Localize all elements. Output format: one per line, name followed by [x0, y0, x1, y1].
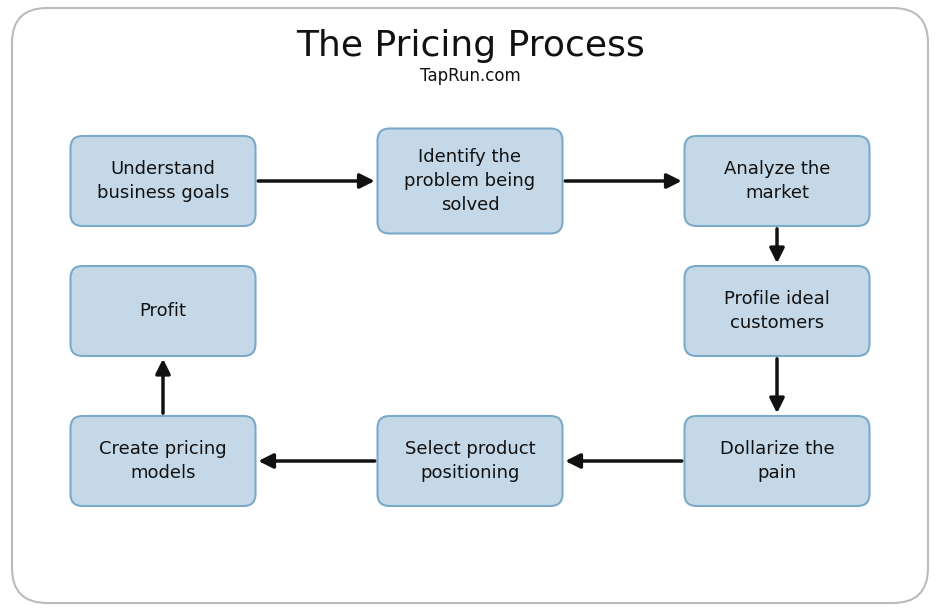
FancyBboxPatch shape: [12, 8, 928, 603]
Text: TapRun.com: TapRun.com: [419, 67, 521, 85]
FancyBboxPatch shape: [378, 416, 562, 506]
Text: Dollarize the
pain: Dollarize the pain: [720, 440, 835, 482]
FancyBboxPatch shape: [70, 416, 256, 506]
FancyBboxPatch shape: [70, 266, 256, 356]
Text: Profile ideal
customers: Profile ideal customers: [724, 290, 830, 332]
Text: Create pricing
models: Create pricing models: [100, 440, 227, 482]
Text: Understand
business goals: Understand business goals: [97, 160, 229, 202]
FancyBboxPatch shape: [684, 416, 870, 506]
Text: Analyze the
market: Analyze the market: [724, 160, 830, 202]
Text: Identify the
problem being
solved: Identify the problem being solved: [404, 148, 536, 214]
FancyBboxPatch shape: [70, 136, 256, 226]
Text: Select product
positioning: Select product positioning: [405, 440, 535, 482]
FancyBboxPatch shape: [378, 128, 562, 233]
Text: The Pricing Process: The Pricing Process: [295, 29, 645, 63]
FancyBboxPatch shape: [684, 136, 870, 226]
FancyBboxPatch shape: [684, 266, 870, 356]
Text: Profit: Profit: [139, 302, 186, 320]
